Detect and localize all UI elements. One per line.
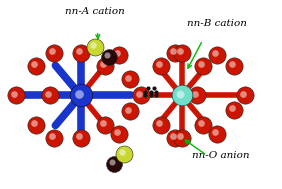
Point [125,108,130,111]
Point [241,92,245,95]
Point [76,50,81,53]
Point [52,52,56,55]
Point [78,136,83,139]
Point [107,55,111,58]
Point [105,54,109,57]
Point [157,121,161,124]
Point [76,92,81,95]
Point [199,63,203,66]
Point [114,131,119,134]
Point [137,92,141,95]
Point [158,123,163,126]
Point [177,92,182,95]
Point [112,162,116,165]
Text: nn-O anion: nn-O anion [192,151,250,160]
Point [231,65,236,68]
Point [143,90,147,93]
Point [172,52,177,55]
Point [32,121,36,124]
Point [127,78,132,81]
Point [100,63,105,66]
Text: nn-A cation: nn-A cation [65,6,125,15]
Point [14,94,18,97]
Point [46,92,50,95]
Point [114,52,119,55]
Point [32,63,36,66]
Point [125,76,130,79]
Point [48,94,52,97]
Point [151,86,156,89]
Point [195,94,199,97]
Point [215,132,219,135]
Point [102,65,107,68]
Point [110,160,115,163]
Point [127,110,132,113]
Point [179,94,184,97]
Point [201,65,205,68]
Point [170,134,175,137]
Point [201,123,205,126]
Point [149,90,153,93]
Point [102,123,107,126]
Point [213,52,217,55]
Point [92,45,97,48]
Text: nn-B cation: nn-B cation [187,19,247,28]
Point [154,90,159,93]
Point [116,54,121,57]
Point [231,108,236,111]
Point [34,123,38,126]
Point [50,134,54,137]
Point [154,94,159,97]
Point [177,134,182,137]
Point [215,54,219,57]
Point [229,63,234,66]
Point [149,94,153,97]
Point [170,50,175,53]
Point [213,131,217,134]
Point [157,63,161,66]
Point [91,43,95,46]
Point [120,150,124,153]
Point [139,94,143,97]
Point [177,50,182,53]
Point [143,94,147,97]
Point [116,132,121,135]
Point [50,50,54,53]
Point [179,52,184,55]
Point [76,134,81,137]
Point [199,121,203,124]
Point [193,92,197,95]
Point [146,86,150,89]
Point [34,65,38,68]
Point [78,94,83,97]
Point [172,136,177,139]
Point [158,65,163,68]
Point [100,121,105,124]
Point [78,52,83,55]
Point [12,92,16,95]
Point [243,94,247,97]
Point [229,106,234,109]
Point [179,136,184,139]
Point [52,136,56,139]
Point [122,152,126,155]
